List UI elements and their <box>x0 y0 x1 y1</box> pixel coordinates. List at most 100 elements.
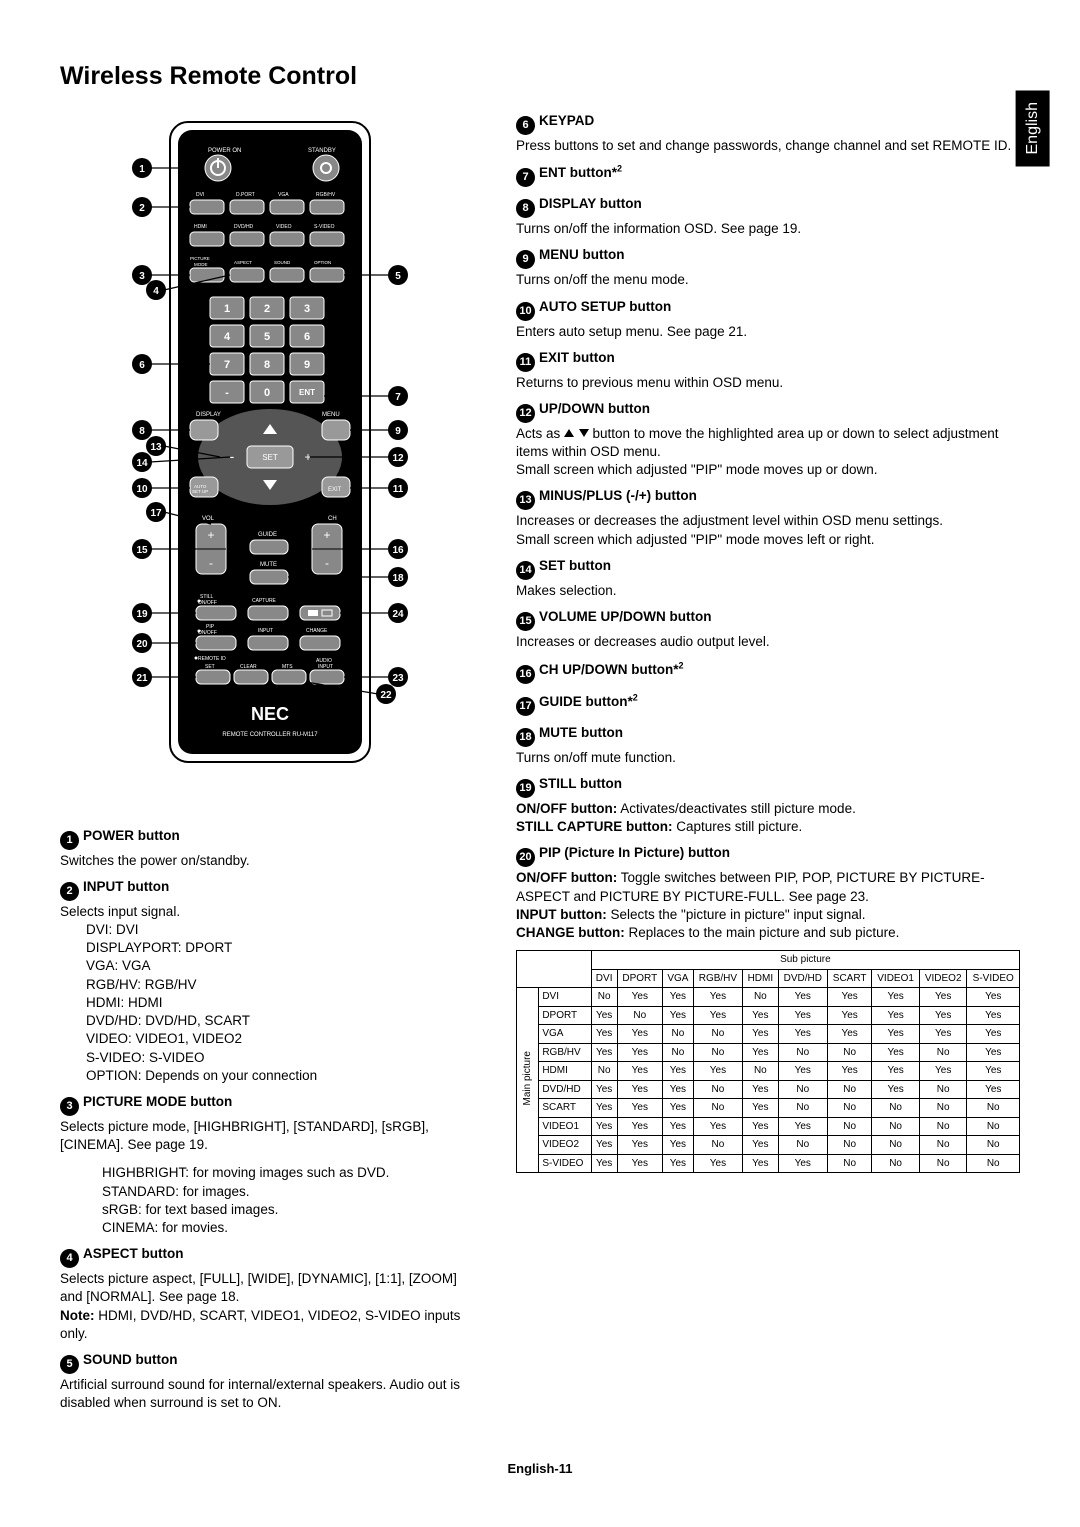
svg-text:MENU: MENU <box>322 412 340 418</box>
compat-cell: No <box>663 1043 694 1062</box>
svg-text:SET: SET <box>262 453 278 462</box>
compat-cell: Yes <box>693 1154 742 1173</box>
compat-cell: Yes <box>743 1099 778 1118</box>
compat-cell: Yes <box>872 1006 920 1025</box>
pip-onoff-label: ON/OFF button: <box>516 870 617 885</box>
pip-input-label: INPUT button: <box>516 907 607 922</box>
svg-text:9: 9 <box>395 426 401 437</box>
input-line: DISPLAYPORT: DPORT <box>86 939 480 957</box>
compat-row-label: HDMI <box>539 1062 591 1081</box>
item-3: 3PICTURE MODE button Selects picture mod… <box>60 1093 480 1237</box>
compat-cell: Yes <box>617 988 663 1007</box>
compat-col-header: DPORT <box>617 969 663 988</box>
compat-row-label: S-VIDEO <box>539 1154 591 1173</box>
item-1-title: POWER button <box>83 828 180 843</box>
item-6-title: KEYPAD <box>539 113 594 128</box>
svg-text:16: 16 <box>392 545 404 556</box>
badge-14: 14 <box>516 561 535 580</box>
item-2-lead: Selects input signal. <box>60 903 480 921</box>
mode-line: sRGB: for text based images. <box>102 1201 480 1219</box>
item-19: 19STILL button ON/OFF button: Activates/… <box>516 775 1020 836</box>
compat-cell: No <box>663 1025 694 1044</box>
compat-cell: Yes <box>663 1117 694 1136</box>
svg-text:6: 6 <box>139 360 145 371</box>
compat-col-header: VIDEO2 <box>919 969 967 988</box>
item-7: 7ENT button*2 <box>516 163 1020 187</box>
compat-cell: Yes <box>693 1006 742 1025</box>
item-8: 8DISPLAY button Turns on/off the informa… <box>516 195 1020 238</box>
page-title: Wireless Remote Control <box>60 60 1020 94</box>
compat-cell: Yes <box>919 988 967 1007</box>
compat-cell: Yes <box>693 988 742 1007</box>
svg-text:4: 4 <box>224 331 231 343</box>
compat-cell: No <box>967 1117 1020 1136</box>
svg-text:-: - <box>209 556 213 570</box>
remote-illustration: POWER ON STANDBY DVI D.PORT VGA RGB/HV <box>60 112 480 792</box>
compat-cell: Yes <box>967 988 1020 1007</box>
item-15-body: Increases or decreases audio output leve… <box>516 633 1020 651</box>
compat-col-header: VIDEO1 <box>872 969 920 988</box>
compat-cell: No <box>743 988 778 1007</box>
compat-row-label: VIDEO1 <box>539 1117 591 1136</box>
compat-cell: No <box>778 1136 827 1155</box>
badge-3: 3 <box>60 1097 79 1116</box>
item-12-title: UP/DOWN button <box>539 401 650 416</box>
compat-cell: Yes <box>591 1043 617 1062</box>
input-line: OPTION: Depends on your connection <box>86 1067 480 1085</box>
svg-text:13: 13 <box>150 442 162 453</box>
svg-text:MUTE: MUTE <box>260 562 277 568</box>
pip-change-label: CHANGE button: <box>516 925 625 940</box>
compat-cell: Yes <box>617 1025 663 1044</box>
compat-cell: Yes <box>743 1136 778 1155</box>
compat-cell: Yes <box>872 988 920 1007</box>
compat-cell: Yes <box>778 1117 827 1136</box>
item-2: 2INPUT button Selects input signal. DVI:… <box>60 878 480 1085</box>
item-9: 9MENU button Turns on/off the menu mode. <box>516 246 1020 289</box>
item-10-title: AUTO SETUP button <box>539 299 671 314</box>
compat-cell: Yes <box>919 1025 967 1044</box>
svg-text:SOUND: SOUND <box>274 260 291 265</box>
compat-col-header: DVI <box>591 969 617 988</box>
item-5: 5SOUND button Artificial surround sound … <box>60 1351 480 1412</box>
svg-text:DVD/HD: DVD/HD <box>234 224 254 230</box>
svg-text:8: 8 <box>139 426 145 437</box>
svg-text:HDMI: HDMI <box>194 224 207 230</box>
compat-cell: Yes <box>778 1062 827 1081</box>
compat-cell: No <box>693 1043 742 1062</box>
compat-cell: Yes <box>827 988 871 1007</box>
compat-cell: Yes <box>872 1025 920 1044</box>
badge-10: 10 <box>516 302 535 321</box>
svg-text:DVI: DVI <box>196 192 204 198</box>
compat-cell: Yes <box>663 1006 694 1025</box>
svg-text:CAPTURE: CAPTURE <box>252 598 277 604</box>
svg-text:ASPECT: ASPECT <box>234 260 252 265</box>
pip-input-body: Selects the "picture in picture" input s… <box>607 907 866 922</box>
main-picture-header: Main picture <box>517 988 539 1173</box>
compat-cell: No <box>967 1099 1020 1118</box>
pip-change-body: Replaces to the main picture and sub pic… <box>625 925 900 940</box>
compat-cell: Yes <box>919 1006 967 1025</box>
compat-cell: Yes <box>872 1043 920 1062</box>
compat-cell: No <box>827 1080 871 1099</box>
note-label: Note: <box>60 1308 95 1323</box>
compat-cell: Yes <box>743 1080 778 1099</box>
compat-cell: Yes <box>778 1154 827 1173</box>
compat-cell: Yes <box>693 1062 742 1081</box>
svg-text:ON/OFF: ON/OFF <box>198 630 217 636</box>
compat-cell: No <box>919 1043 967 1062</box>
compat-cell: Yes <box>663 988 694 1007</box>
compat-cell: No <box>827 1043 871 1062</box>
compat-cell: Yes <box>591 1136 617 1155</box>
compat-cell: No <box>919 1080 967 1099</box>
compat-col-header: S-VIDEO <box>967 969 1020 988</box>
svg-text:-: - <box>230 448 235 464</box>
compat-cell: Yes <box>693 1117 742 1136</box>
compat-cell: Yes <box>827 1025 871 1044</box>
compat-cell: No <box>743 1062 778 1081</box>
compat-cell: Yes <box>743 1025 778 1044</box>
svg-text:MTS: MTS <box>282 664 293 670</box>
item-4-title: ASPECT button <box>83 1246 184 1261</box>
item-3-body: Selects picture mode, [HIGHBRIGHT], [STA… <box>60 1118 480 1154</box>
svg-text:22: 22 <box>380 690 392 701</box>
svg-text:ON/OFF: ON/OFF <box>198 600 217 606</box>
